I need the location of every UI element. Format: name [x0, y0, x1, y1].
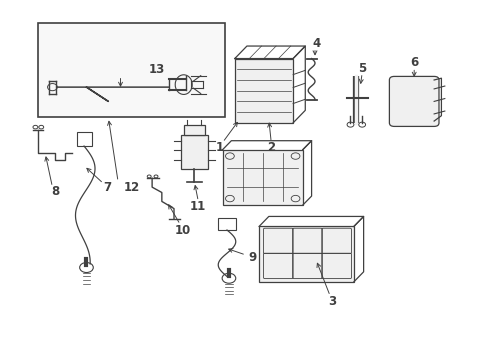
Text: 4: 4 — [312, 37, 320, 50]
Bar — [217, 217, 236, 230]
Text: 12: 12 — [123, 181, 140, 194]
Text: 1: 1 — [216, 141, 224, 154]
Text: 2: 2 — [266, 141, 275, 154]
Text: 7: 7 — [103, 181, 111, 194]
Text: 6: 6 — [409, 55, 417, 69]
Bar — [184, 125, 204, 135]
Bar — [222, 150, 302, 205]
FancyBboxPatch shape — [388, 76, 438, 126]
Text: 9: 9 — [247, 251, 256, 264]
Bar — [77, 132, 92, 146]
Text: 8: 8 — [52, 185, 60, 198]
Bar — [259, 226, 353, 282]
Bar — [38, 23, 224, 117]
Bar — [181, 135, 207, 169]
Text: 10: 10 — [174, 224, 190, 237]
Text: 5: 5 — [357, 62, 366, 75]
Text: 13: 13 — [148, 63, 165, 76]
Text: 11: 11 — [190, 200, 206, 213]
Bar — [234, 59, 292, 123]
Text: 3: 3 — [328, 295, 336, 308]
